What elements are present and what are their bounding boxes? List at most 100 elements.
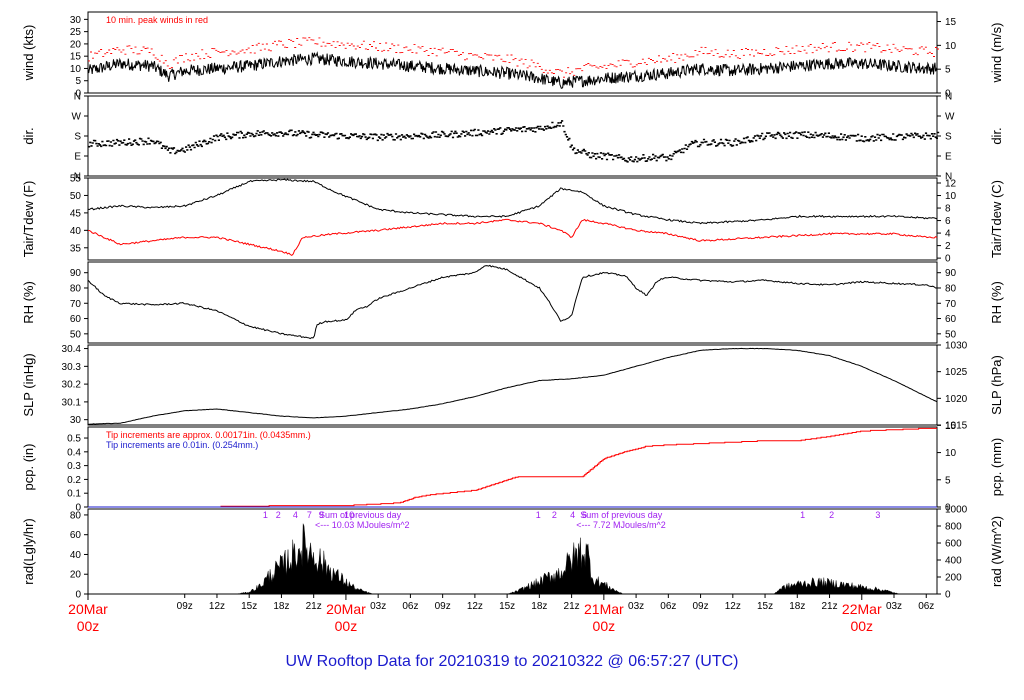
left-tick-label: 0.2 bbox=[67, 475, 81, 486]
left-tick-label: 0.3 bbox=[67, 461, 81, 472]
right-axis-label: Tair/Tdew (C) bbox=[989, 180, 1004, 258]
right-tick-label: 5 bbox=[945, 65, 951, 76]
panel-rh: 50 60 70 80 90 50 60 70 80 90 RH (%) RH (%) bbox=[21, 261, 1004, 344]
left-tick-label: 0.1 bbox=[67, 489, 81, 500]
right-tick-label: 0 bbox=[945, 503, 951, 514]
right-tick-label: 6 bbox=[945, 216, 951, 227]
panel-frame bbox=[87, 344, 938, 426]
right-tick-label: S bbox=[945, 132, 952, 143]
panel-slp: 30 30.1 30.2 30.3 30.4 1015 1020 1025 1030 SLP (i… bbox=[21, 341, 1004, 432]
left-tick-label: 10 bbox=[70, 64, 82, 75]
left-tick-label: 20 bbox=[70, 570, 82, 581]
right-tick-label: W bbox=[945, 112, 955, 123]
solar-hour-mark: 10 bbox=[344, 510, 354, 520]
right-tick-label: 10 bbox=[945, 448, 957, 459]
x-tick-label: 12z bbox=[725, 601, 741, 612]
solar-hour-mark: 9 bbox=[319, 510, 324, 520]
solar-hour-mark: 3 bbox=[875, 510, 880, 520]
solar-hour-mark: 1 bbox=[263, 510, 268, 520]
right-tick-label: 1025 bbox=[945, 367, 968, 378]
left-tick-label: 50 bbox=[70, 329, 82, 340]
solar-hour-mark: 4 bbox=[570, 510, 575, 520]
left-tick-label: N bbox=[74, 92, 81, 103]
solar-hour-mark: 6 bbox=[582, 510, 587, 520]
direction-marks bbox=[88, 120, 940, 163]
right-tick-label: 80 bbox=[945, 283, 957, 294]
right-tick-label: 50 bbox=[945, 329, 957, 340]
left-tick-label: 0 bbox=[75, 590, 81, 601]
right-tick-label: 0 bbox=[945, 254, 951, 265]
left-tick-label: 50 bbox=[70, 191, 82, 202]
series-sea-level-pressure bbox=[87, 347, 938, 425]
left-tick-label: 80 bbox=[70, 283, 82, 294]
left-axis-label: SLP (inHg) bbox=[21, 353, 36, 416]
left-tick-label: 90 bbox=[70, 268, 82, 279]
right-tick-label: 4 bbox=[945, 229, 951, 240]
date-hour-label: 00z bbox=[77, 618, 100, 634]
x-tick-label: 09z bbox=[693, 601, 709, 612]
right-tick-label: 1000 bbox=[945, 505, 968, 516]
left-tick-label: 0 bbox=[75, 503, 81, 514]
left-tick-label: 40 bbox=[70, 226, 82, 237]
right-tick-label: 90 bbox=[945, 268, 957, 279]
left-tick-label: 25 bbox=[70, 27, 82, 38]
right-tick-label: 1020 bbox=[945, 394, 968, 405]
x-tick-label: 21z bbox=[821, 601, 837, 612]
right-axis-label: RH (%) bbox=[989, 281, 1004, 324]
left-tick-label: E bbox=[74, 152, 81, 163]
left-axis-label: rad(Lgly/hr) bbox=[21, 518, 36, 584]
left-tick-label: 60 bbox=[70, 314, 82, 325]
left-tick-label: 0.5 bbox=[67, 434, 81, 445]
series-peak-wind bbox=[88, 37, 939, 78]
left-tick-label: 15 bbox=[70, 52, 82, 63]
x-tick-label: 06z bbox=[918, 601, 934, 612]
right-axis-label: pcp. (mm) bbox=[989, 438, 1004, 497]
date-hour-label: 00z bbox=[335, 618, 358, 634]
right-tick-label: N bbox=[945, 172, 952, 183]
x-tick-label: 15z bbox=[499, 601, 515, 612]
solar-hour-mark: 7 bbox=[307, 510, 312, 520]
left-tick-label: 55 bbox=[70, 174, 82, 185]
left-tick-label: 0.4 bbox=[67, 447, 81, 458]
right-tick-label: 70 bbox=[945, 299, 957, 310]
left-axis-label: RH (%) bbox=[21, 281, 36, 324]
panel-frame bbox=[87, 177, 938, 261]
solar-hour-mark: 2 bbox=[552, 510, 557, 520]
left-tick-label: 30.2 bbox=[62, 380, 82, 391]
right-tick-label: 1030 bbox=[945, 341, 968, 352]
left-tick-label: 30.1 bbox=[62, 397, 82, 408]
x-tick-label: 03z bbox=[370, 601, 386, 612]
right-tick-label: 600 bbox=[945, 539, 962, 550]
solar-hour-mark: 4 bbox=[293, 510, 298, 520]
x-tick-label: 15z bbox=[241, 601, 257, 612]
right-tick-label: E bbox=[945, 152, 952, 163]
left-tick-label: 5 bbox=[75, 76, 81, 87]
right-tick-label: 15 bbox=[945, 17, 957, 28]
right-axis-label: rad (W/m^2) bbox=[989, 516, 1004, 587]
series-solar-radiation bbox=[88, 523, 937, 595]
date-hour-label: 00z bbox=[593, 618, 616, 634]
solar-hour-mark: 2 bbox=[829, 510, 834, 520]
series-wind-speed bbox=[87, 51, 938, 89]
series-accumulated-precipitation bbox=[88, 427, 937, 508]
right-tick-label: 8 bbox=[945, 204, 951, 215]
x-tick-label: 09z bbox=[177, 601, 193, 612]
right-tick-label: 0 bbox=[945, 89, 951, 100]
left-tick-label: 40 bbox=[70, 550, 82, 561]
panel-annotation: 10 min. peak winds in red bbox=[106, 15, 208, 25]
series-Tdew bbox=[88, 218, 938, 257]
panel-frame bbox=[87, 11, 938, 94]
right-tick-label: 2 bbox=[945, 241, 951, 252]
x-tick-label: 21z bbox=[306, 601, 322, 612]
right-axis-label: wind (m/s) bbox=[989, 23, 1004, 84]
left-tick-label: 0 bbox=[75, 89, 81, 100]
daily-sum-label: Sum of previous day bbox=[580, 510, 663, 520]
x-tick-label: 09z bbox=[435, 601, 451, 612]
left-tick-label: 20 bbox=[70, 39, 82, 50]
x-tick-label: 18z bbox=[273, 601, 289, 612]
